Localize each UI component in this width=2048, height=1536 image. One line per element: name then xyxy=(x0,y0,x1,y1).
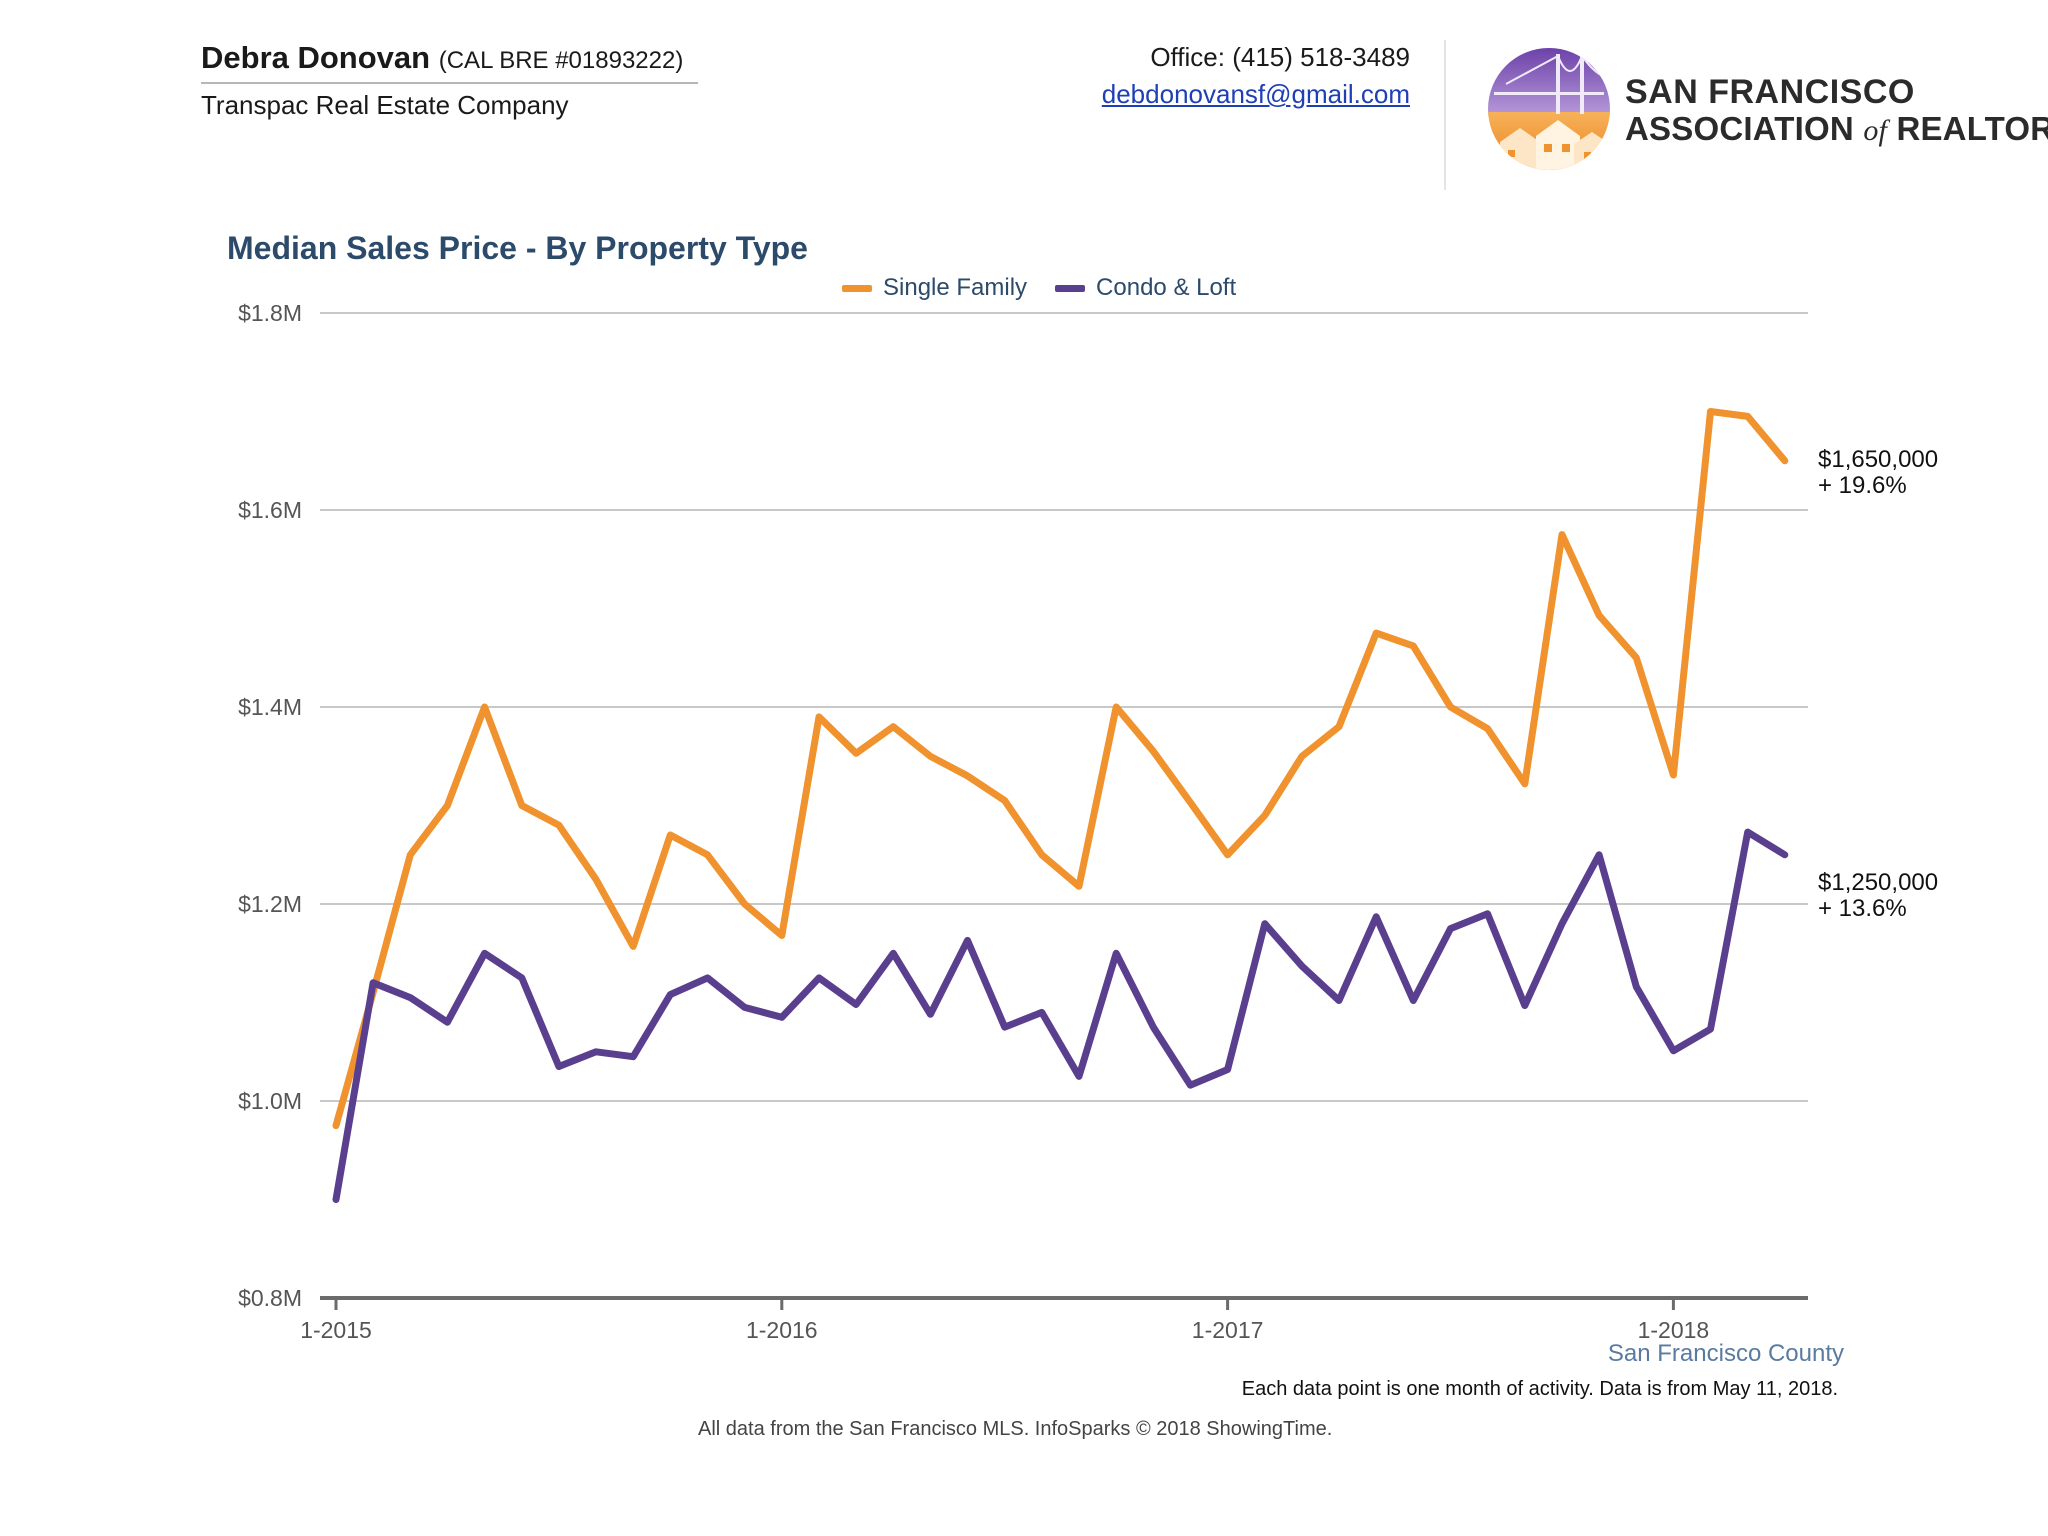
legend-label-condo-loft: Condo & Loft xyxy=(1096,274,1237,301)
contact-info: Office: (415) 518-3489 debdonovansf@gmai… xyxy=(1102,42,1410,110)
end-change-single-family: + 19.6% xyxy=(1818,472,1907,500)
y-tick-label: $1.8M xyxy=(238,300,302,326)
end-change-condo-loft: + 13.6% xyxy=(1818,895,1907,923)
series-line-condo-loft xyxy=(332,828,1789,1203)
chart-title: Median Sales Price - By Property Type xyxy=(227,230,808,266)
y-tick-label: $1.6M xyxy=(238,497,302,523)
legend-swatch-single-family xyxy=(842,284,872,292)
email-link[interactable]: debdonovansf@gmail.com xyxy=(1101,79,1410,109)
county-label: San Francisco County xyxy=(1607,1340,1844,1367)
agent-name: Debra Donovan xyxy=(201,40,431,75)
association-line2: Association of Realtors® xyxy=(1625,109,2048,147)
data-note: Each data point is one month of activity… xyxy=(1241,1378,1838,1400)
legend-item-condo-loft: Condo & Loft xyxy=(1055,274,1236,302)
x-tick-label: 1-2017 xyxy=(1192,1317,1264,1343)
source-note: All data from the San Francisco MLS. Inf… xyxy=(698,1418,1333,1440)
x-tick-label: 1-2018 xyxy=(1638,1317,1710,1343)
end-label-single-family: $1,650,000 + 19.6% xyxy=(1818,446,1939,500)
legend-item-single-family: Single Family xyxy=(842,274,1027,302)
x-tick-label: 1-2016 xyxy=(746,1317,818,1343)
agent-name-line: Debra Donovan (CAL BRE #01893222) xyxy=(201,40,698,76)
x-tick-label: 1-2015 xyxy=(300,1317,372,1343)
y-tick-label: $1.4M xyxy=(238,694,302,720)
office-phone: Office: (415) 518-3489 xyxy=(1150,42,1410,72)
legend-swatch-condo-loft xyxy=(1055,284,1086,292)
legend-label-single-family: Single Family xyxy=(883,274,1028,301)
end-label-condo-loft: $1,250,000 + 13.6% xyxy=(1818,869,1939,923)
agent-info: Debra Donovan (CAL BRE #01893222) Transp… xyxy=(201,40,698,121)
end-value-single-family: $1,650,000 xyxy=(1818,446,1939,473)
realtors-word: Realtors xyxy=(1896,109,2048,147)
series-line-single-family xyxy=(332,408,1789,1130)
y-tick-label: $1.0M xyxy=(238,1088,302,1114)
agent-company: Transpac Real Estate Company xyxy=(201,90,569,120)
association-of: of xyxy=(1863,113,1888,147)
association-name: San Francisco Association of Realtors® xyxy=(1625,74,2048,147)
association-line1: San Francisco xyxy=(1625,73,1915,111)
y-tick-label: $1.2M xyxy=(238,891,302,917)
end-value-condo-loft: $1,250,000 xyxy=(1818,869,1939,896)
sfar-logo-icon xyxy=(1488,48,1610,170)
chart-legend: Single Family Condo & Loft xyxy=(842,274,1264,302)
header-divider xyxy=(1444,40,1446,190)
y-tick-label: $0.8M xyxy=(238,1285,302,1311)
agent-license: (CAL BRE #01893222) xyxy=(438,47,684,74)
agent-underline xyxy=(201,82,698,84)
association-word: Association xyxy=(1625,109,1854,147)
